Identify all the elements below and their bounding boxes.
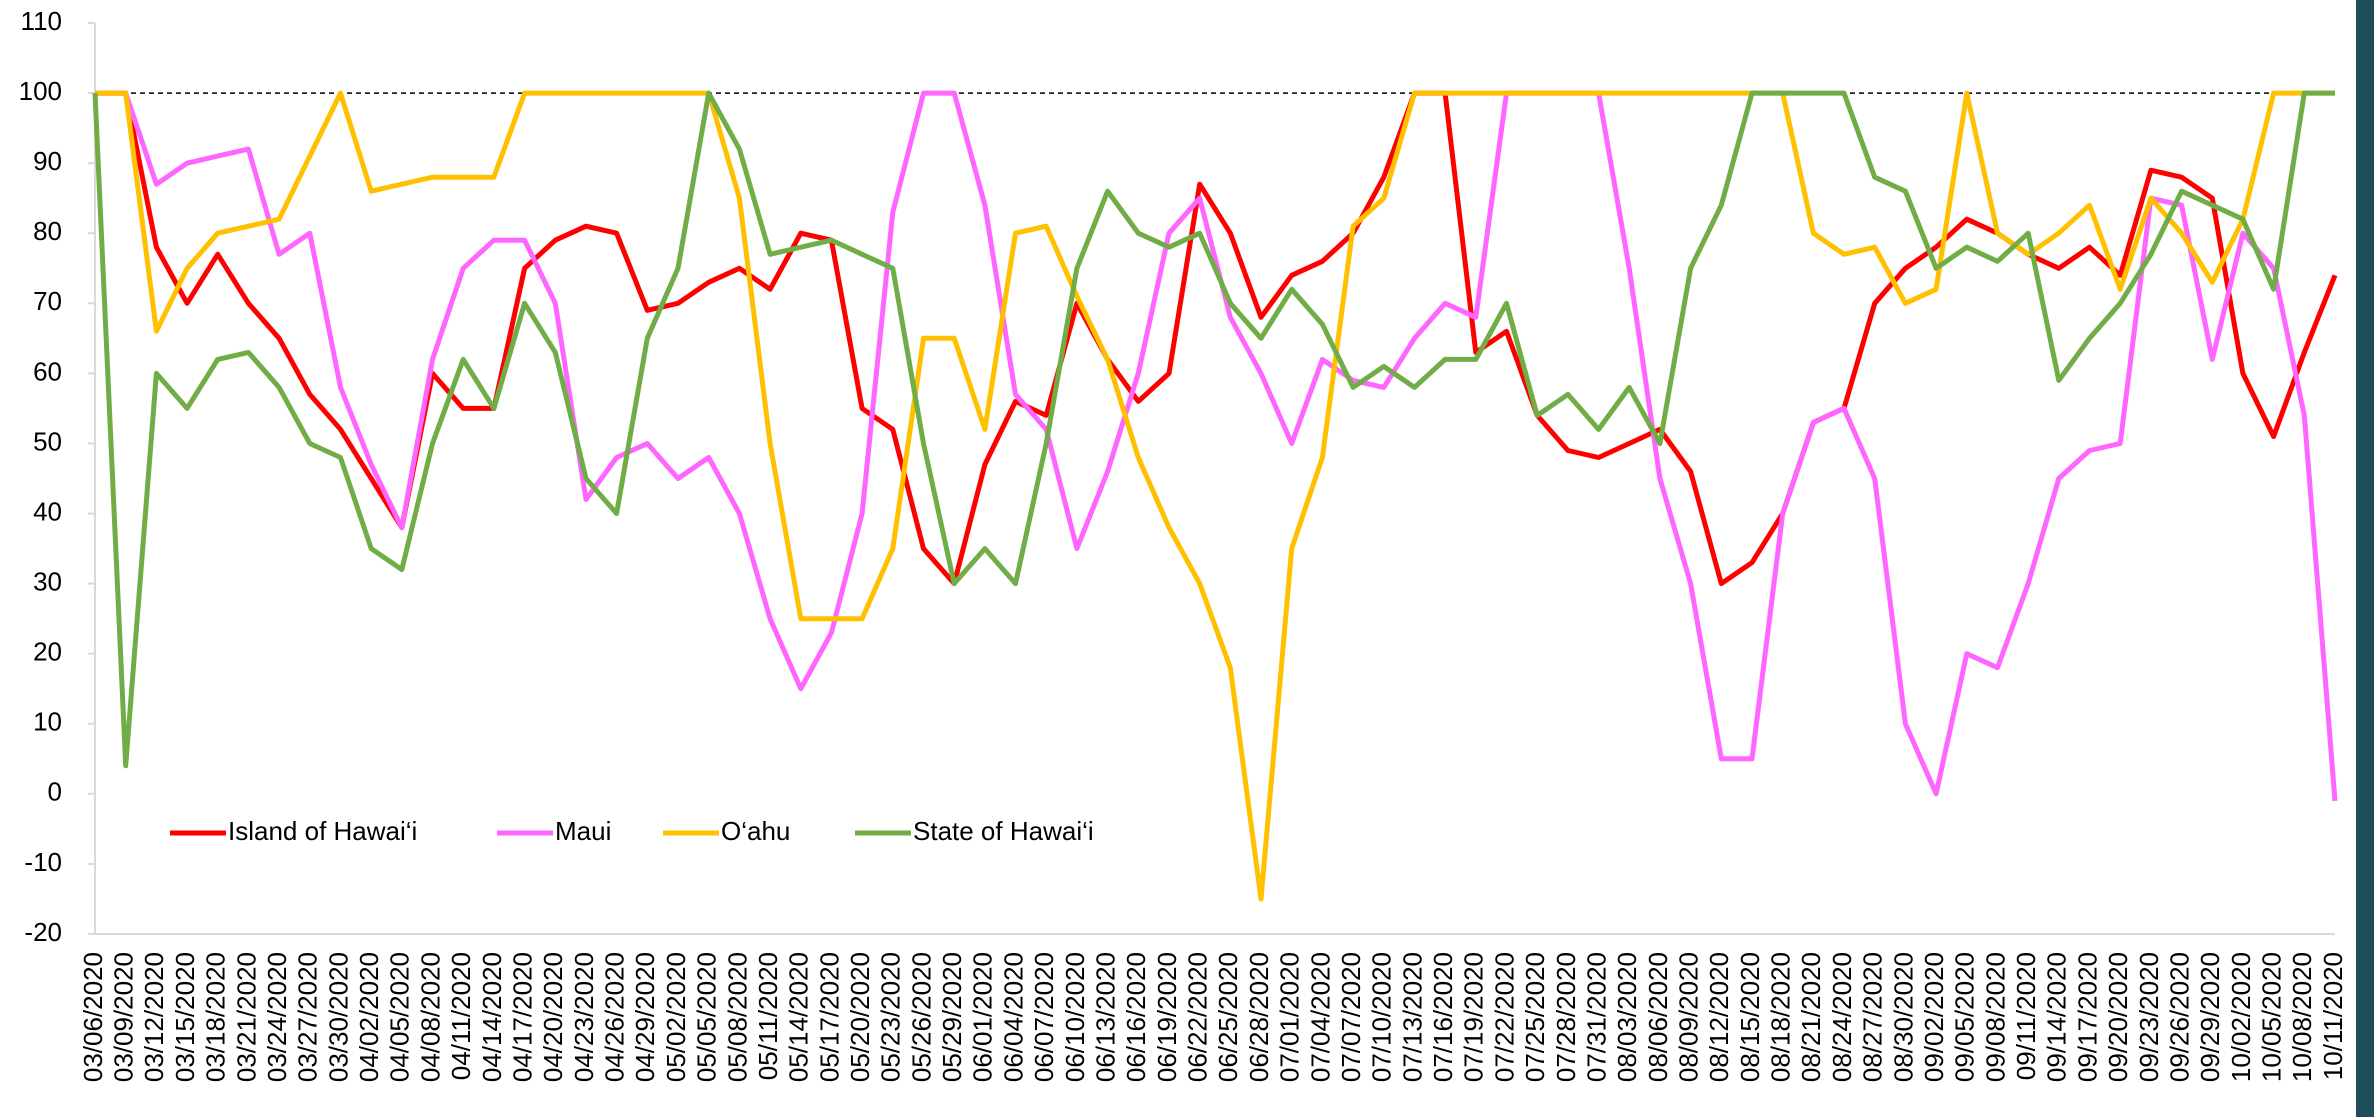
x-tick-label: 07/25/2020 (1520, 952, 1550, 1082)
x-tick-label: 08/15/2020 (1735, 952, 1765, 1082)
y-tick-label: 70 (33, 286, 62, 316)
x-tick-label: 03/21/2020 (231, 952, 261, 1082)
x-tick-label: 10/05/2020 (2257, 952, 2287, 1082)
x-tick-label: 08/12/2020 (1704, 952, 1734, 1082)
x-tick-label: 05/23/2020 (876, 952, 906, 1082)
x-tick-label: 04/11/2020 (446, 952, 476, 1080)
x-tick-label: 06/16/2020 (1121, 952, 1151, 1082)
x-tick-label: 04/08/2020 (415, 952, 445, 1082)
x-tick-label: 04/23/2020 (569, 952, 599, 1082)
y-tick-label: -20 (24, 917, 62, 947)
x-tick-label: 08/03/2020 (1612, 952, 1642, 1082)
x-tick-label: 09/29/2020 (2195, 952, 2225, 1082)
y-tick-label: 90 (33, 146, 62, 176)
x-tick-label: 08/21/2020 (1796, 952, 1826, 1082)
x-tick-label: 09/17/2020 (2072, 952, 2102, 1082)
y-tick-label: 50 (33, 426, 62, 456)
y-tick-label: 110 (21, 6, 62, 36)
x-tick-label: 10/08/2020 (2287, 952, 2317, 1082)
x-tick-label: 05/14/2020 (784, 952, 814, 1082)
x-tick-label: 05/02/2020 (661, 952, 691, 1082)
legend-label: O‘ahu (721, 816, 790, 846)
x-tick-label: 07/16/2020 (1428, 952, 1458, 1082)
y-tick-label: 40 (33, 496, 62, 526)
x-tick-label: 06/13/2020 (1090, 952, 1120, 1082)
x-tick-label: 06/04/2020 (998, 952, 1028, 1082)
x-tick-label: 03/24/2020 (262, 952, 292, 1082)
x-tick-label: 08/30/2020 (1888, 952, 1918, 1082)
x-tick-label: 09/02/2020 (1919, 952, 1949, 1082)
frame-edge (2356, 0, 2374, 1117)
x-tick-label: 07/28/2020 (1551, 952, 1581, 1082)
x-tick-label: 06/10/2020 (1060, 952, 1090, 1082)
x-tick-label: 07/31/2020 (1581, 952, 1611, 1082)
x-tick-label: 09/23/2020 (2134, 952, 2164, 1082)
x-tick-label: 03/30/2020 (323, 952, 353, 1082)
x-tick-label: 04/02/2020 (354, 952, 384, 1082)
x-tick-label: 06/28/2020 (1244, 952, 1274, 1082)
y-tick-label: 60 (33, 356, 62, 386)
series-line (92, 90, 2335, 769)
y-tick-label: 10 (33, 707, 62, 737)
x-tick-label: 05/11/2020 (753, 952, 783, 1080)
x-tick-label: 03/15/2020 (170, 952, 200, 1082)
x-tick-label: 08/06/2020 (1643, 952, 1673, 1082)
x-tick-label: 05/08/2020 (722, 952, 752, 1082)
series-line (95, 90, 2338, 587)
x-tick-label: 09/08/2020 (1980, 952, 2010, 1082)
legend-label: State of Hawai‘i (913, 816, 1094, 846)
x-tick-label: 04/29/2020 (630, 952, 660, 1082)
y-tick-label: 100 (19, 76, 62, 106)
x-tick-label: 09/20/2020 (2103, 952, 2133, 1082)
x-tick-label: 07/01/2020 (1275, 952, 1305, 1082)
x-tick-label: 04/14/2020 (477, 952, 507, 1082)
x-tick-label: 06/22/2020 (1183, 952, 1213, 1082)
x-tick-label: 05/26/2020 (906, 952, 936, 1082)
x-tick-label: 08/18/2020 (1766, 952, 1796, 1082)
x-tick-label: 04/26/2020 (600, 952, 630, 1082)
x-tick-label: 06/01/2020 (968, 952, 998, 1082)
x-tick-label: 09/14/2020 (2042, 952, 2072, 1082)
x-tick-label: 05/29/2020 (937, 952, 967, 1082)
x-tick-label: 09/05/2020 (1950, 952, 1980, 1082)
y-tick-label: 30 (33, 566, 62, 596)
legend-label: Maui (555, 816, 611, 846)
x-tick-label: 10/02/2020 (2226, 952, 2256, 1082)
series-line (95, 90, 2338, 802)
x-tick-label: 07/13/2020 (1397, 952, 1427, 1082)
x-tick-label: 06/19/2020 (1152, 952, 1182, 1082)
x-tick-label: 03/18/2020 (201, 952, 231, 1082)
x-tick-label: 03/27/2020 (293, 952, 323, 1082)
y-tick-label: 80 (33, 216, 62, 246)
x-tick-label: 05/05/2020 (692, 952, 722, 1082)
y-tick-label: -10 (24, 847, 62, 877)
x-tick-label: 07/10/2020 (1367, 952, 1397, 1082)
y-tick-label: 20 (33, 637, 62, 667)
y-tick-label: 0 (48, 777, 62, 807)
x-tick-label: 09/11/2020 (2011, 952, 2041, 1080)
x-tick-label: 08/24/2020 (1827, 952, 1857, 1082)
x-tick-label: 08/27/2020 (1858, 952, 1888, 1082)
x-tick-label: 05/17/2020 (814, 952, 844, 1082)
x-tick-label: 07/22/2020 (1489, 952, 1519, 1082)
x-tick-label: 04/20/2020 (538, 952, 568, 1082)
x-tick-label: 03/12/2020 (139, 952, 169, 1082)
x-tick-label: 03/09/2020 (109, 952, 139, 1082)
x-tick-label: 05/20/2020 (845, 952, 875, 1082)
x-tick-label: 06/25/2020 (1213, 952, 1243, 1082)
series-line (95, 90, 2335, 902)
x-tick-label: 07/07/2020 (1336, 952, 1366, 1082)
x-tick-label: 09/26/2020 (2164, 952, 2194, 1082)
legend-label: Island of Hawai‘i (228, 816, 417, 846)
x-tick-label: 07/19/2020 (1459, 952, 1489, 1082)
x-tick-label: 04/05/2020 (385, 952, 415, 1082)
x-tick-label: 04/17/2020 (507, 952, 537, 1082)
x-tick-label: 07/04/2020 (1305, 952, 1335, 1082)
x-tick-label: 06/07/2020 (1029, 952, 1059, 1082)
x-tick-label: 03/06/2020 (78, 952, 108, 1082)
x-tick-label: 08/09/2020 (1673, 952, 1703, 1082)
x-tick-label: 10/11/2020 (2318, 952, 2348, 1080)
